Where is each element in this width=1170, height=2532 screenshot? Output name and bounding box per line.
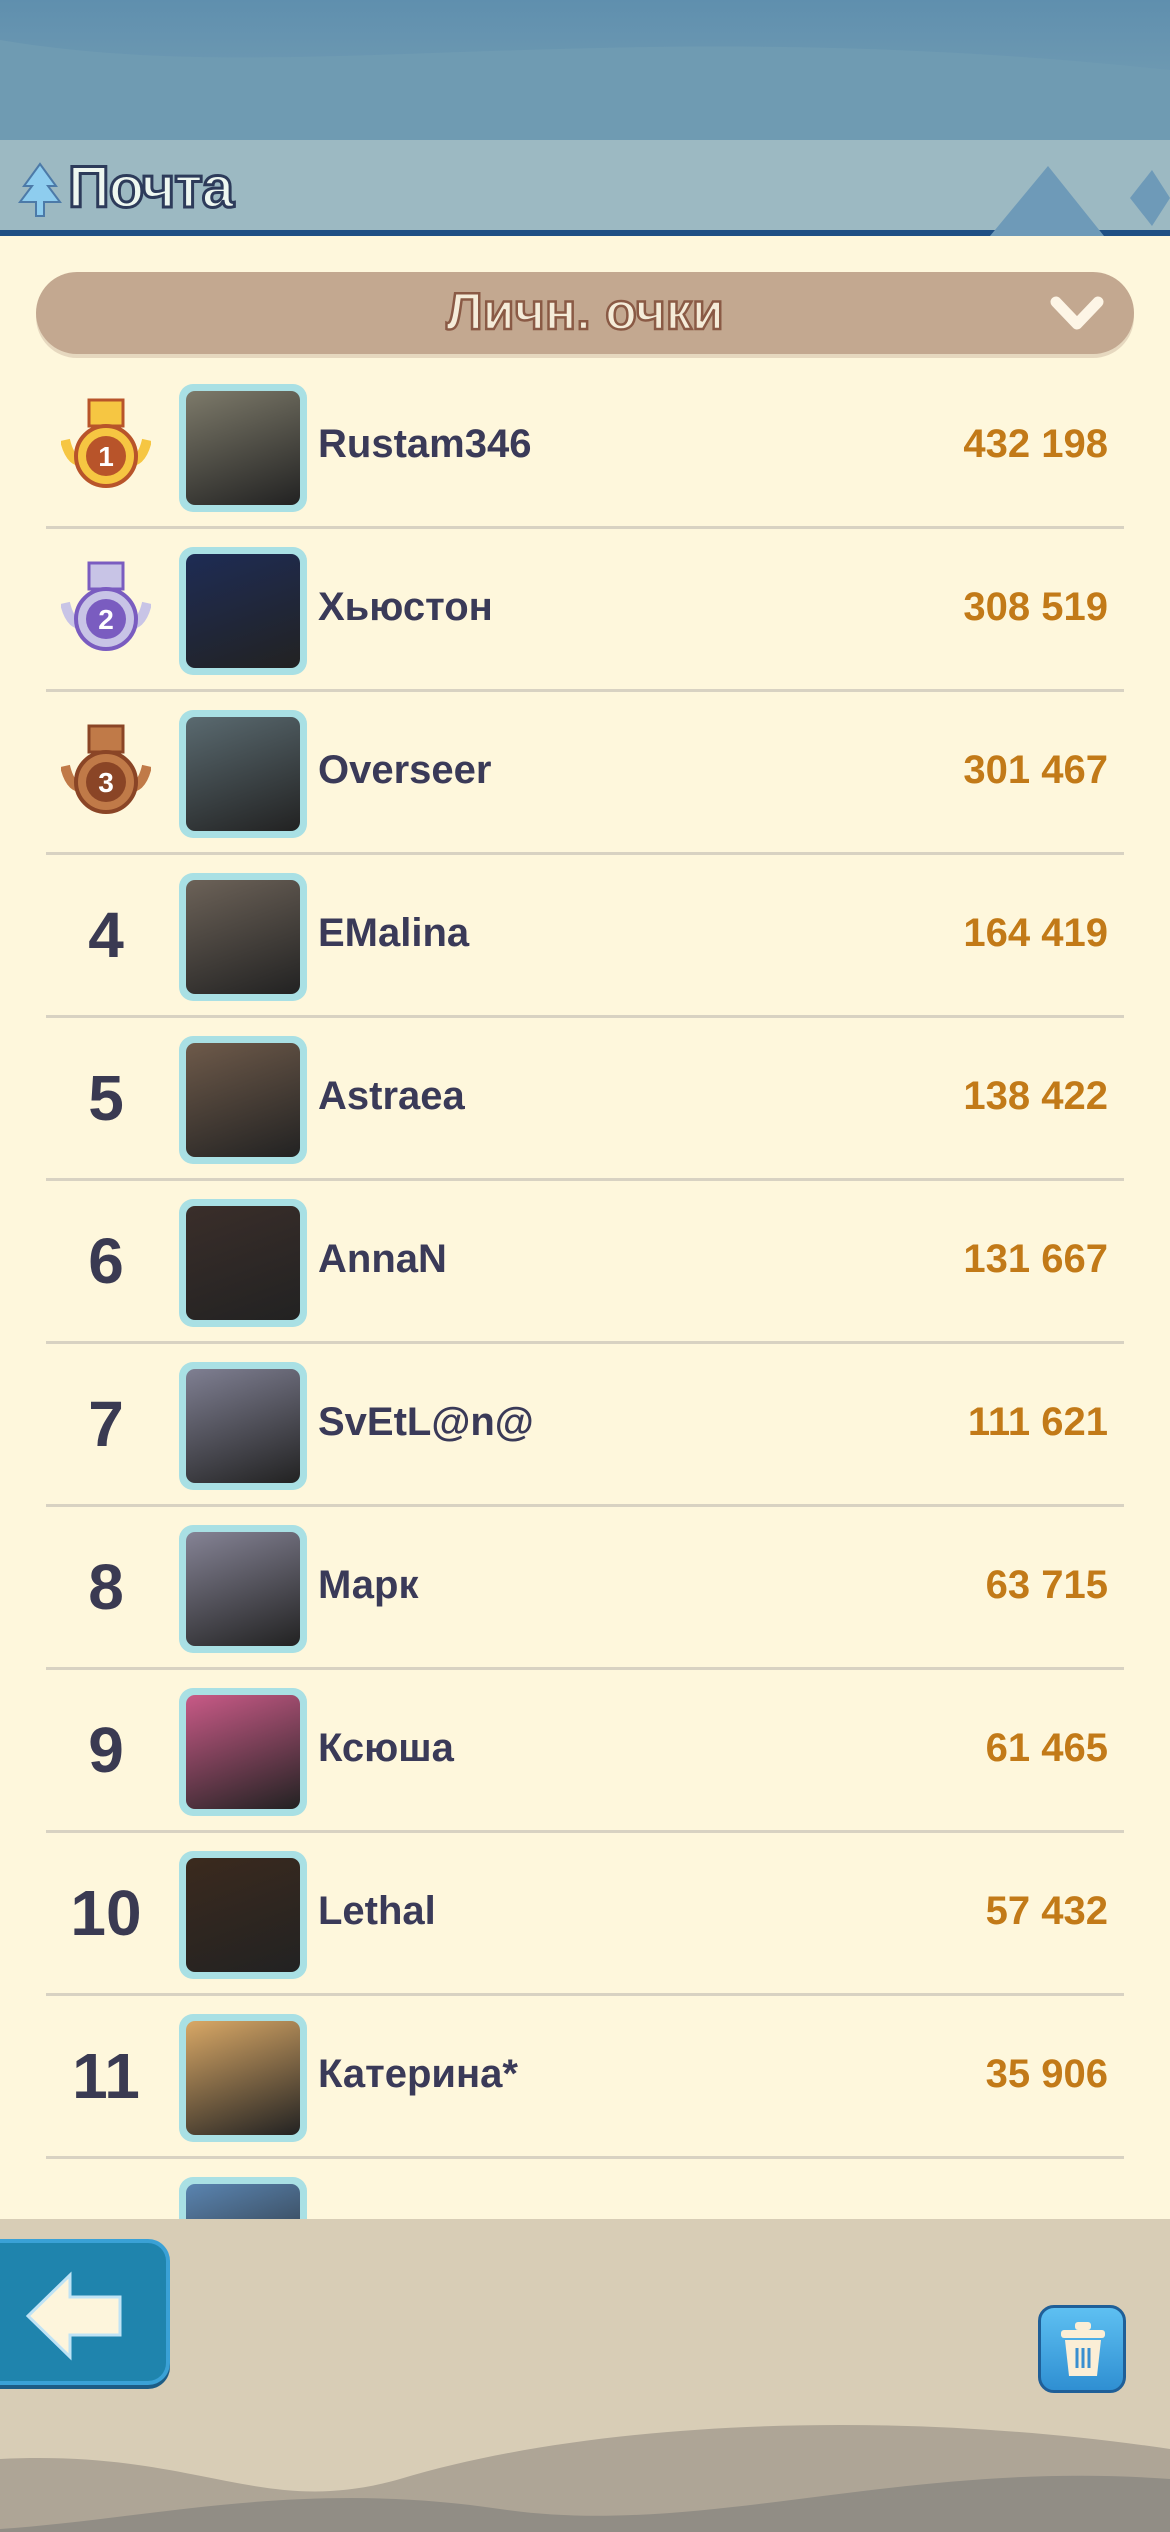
bronze-medal-icon: 3 xyxy=(56,692,156,852)
header: Почта xyxy=(0,140,1170,236)
rank-number xyxy=(56,2159,156,2219)
player-score: 61 465 xyxy=(985,1726,1108,1770)
leaderboard-row[interactable]: 6 AnnaN 131 667 xyxy=(46,1181,1124,1344)
avatar[interactable] xyxy=(179,1199,307,1327)
avatar[interactable] xyxy=(179,1525,307,1653)
player-score: 63 715 xyxy=(985,1563,1108,1607)
player-score: 432 198 xyxy=(963,422,1108,466)
rank-number: 9 xyxy=(88,1714,124,1786)
player-score: 308 519 xyxy=(963,585,1108,629)
player-name: Ксюша xyxy=(318,1726,454,1770)
dropdown-selected-label: Личн. очки xyxy=(445,282,725,343)
avatar[interactable] xyxy=(179,873,307,1001)
rank-number: 7 xyxy=(88,1388,124,1460)
top-decoration xyxy=(0,0,1170,140)
avatar[interactable] xyxy=(179,2014,307,2142)
avatar[interactable] xyxy=(179,1362,307,1490)
avatar[interactable] xyxy=(179,1036,307,1164)
player-score: 35 906 xyxy=(985,2052,1108,2096)
player-name: AnnaN xyxy=(318,1237,447,1281)
player-score: 111 621 xyxy=(967,1400,1108,1444)
player-name: Overseer xyxy=(318,748,492,792)
avatar[interactable] xyxy=(179,710,307,838)
footer-bar xyxy=(0,2219,1170,2532)
player-name: SvEtL@n@ xyxy=(318,1400,534,1444)
player-score: 301 467 xyxy=(963,748,1108,792)
rank-number: 4 xyxy=(88,899,124,971)
player-score: 164 419 xyxy=(963,911,1108,955)
chevron-down-icon xyxy=(1050,296,1104,330)
avatar[interactable] xyxy=(179,1688,307,1816)
avatar[interactable] xyxy=(179,1851,307,1979)
arrow-left-icon xyxy=(25,2271,122,2361)
leaderboard-row[interactable]: 2 Хьюстон 308 519 xyxy=(46,529,1124,692)
player-name: Lethal xyxy=(318,1889,436,1933)
leaderboard-row[interactable]: 3 Overseer 301 467 xyxy=(46,692,1124,855)
leaderboard-row[interactable] xyxy=(46,2159,1124,2219)
player-name: Марк xyxy=(318,1563,419,1607)
svg-text:1: 1 xyxy=(98,441,114,472)
gold-medal-icon: 1 xyxy=(56,366,156,526)
avatar[interactable] xyxy=(179,384,307,512)
player-name: EMalina xyxy=(318,911,470,955)
leaderboard-row[interactable]: 1 Rustam346 432 198 xyxy=(46,366,1124,529)
back-button[interactable] xyxy=(0,2239,170,2385)
player-name: Rustam346 xyxy=(318,422,532,466)
player-score: 138 422 xyxy=(963,1074,1108,1118)
leaderboard-row[interactable]: 10 Lethal 57 432 xyxy=(46,1833,1124,1996)
leaderboard-row[interactable]: 5 Astraea 138 422 xyxy=(46,1018,1124,1181)
leaderboard-panel: Личн. очки 1 Rustam346 432 198 2 Хьюстон 308 … xyxy=(0,236,1170,2219)
rank-number: 8 xyxy=(88,1551,124,1623)
delete-button[interactable] xyxy=(1038,2305,1126,2393)
player-name: Хьюстон xyxy=(318,585,493,629)
leaderboard-row[interactable]: 8 Марк 63 715 xyxy=(46,1507,1124,1670)
player-score: 131 667 xyxy=(963,1237,1108,1281)
player-name: Astraea xyxy=(318,1074,465,1118)
leaderboard-list[interactable]: 1 Rustam346 432 198 2 Хьюстон 308 519 3 Oversee… xyxy=(0,366,1170,2219)
leaderboard-row[interactable]: 7 SvEtL@n@ 111 621 xyxy=(46,1344,1124,1507)
avatar[interactable] xyxy=(179,547,307,675)
trash-icon xyxy=(1061,2322,1105,2376)
leaderboard-row[interactable]: 11 Катерина* 35 906 xyxy=(46,1996,1124,2159)
player-name: Катерина* xyxy=(318,2052,518,2096)
svg-text:3: 3 xyxy=(98,767,114,798)
rank-number: 6 xyxy=(88,1225,124,1297)
tree-icon xyxy=(18,162,62,217)
leaderboard-row[interactable]: 9 Ксюша 61 465 xyxy=(46,1670,1124,1833)
rank-number: 11 xyxy=(72,2040,140,2112)
svg-text:2: 2 xyxy=(98,604,114,635)
rank-number: 10 xyxy=(70,1877,142,1949)
silver-medal-icon: 2 xyxy=(56,529,156,689)
leaderboard-row[interactable]: 4 EMalina 164 419 xyxy=(46,855,1124,1018)
score-type-dropdown[interactable]: Личн. очки xyxy=(36,272,1134,354)
mountain-decoration xyxy=(990,166,1170,236)
rank-number: 5 xyxy=(88,1062,124,1134)
avatar[interactable] xyxy=(179,2177,307,2219)
page-title: Почта xyxy=(66,154,235,222)
player-score: 57 432 xyxy=(985,1889,1108,1933)
